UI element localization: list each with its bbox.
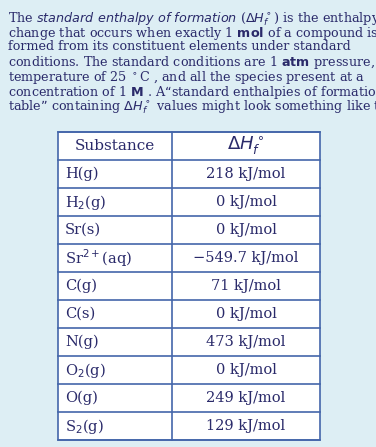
Text: 129 kJ/mol: 129 kJ/mol — [206, 419, 285, 433]
Text: 0 kJ/mol: 0 kJ/mol — [215, 223, 276, 237]
Text: 0 kJ/mol: 0 kJ/mol — [215, 307, 276, 321]
Text: O(g): O(g) — [65, 391, 98, 405]
Text: C(g): C(g) — [65, 279, 97, 293]
Text: Sr(s): Sr(s) — [65, 223, 101, 237]
Text: 249 kJ/mol: 249 kJ/mol — [206, 391, 286, 405]
Text: Sr$^{2+}$(aq): Sr$^{2+}$(aq) — [65, 247, 132, 269]
Text: 473 kJ/mol: 473 kJ/mol — [206, 335, 286, 349]
Text: temperature of 25 $^\circ$C , and all the species present at a: temperature of 25 $^\circ$C , and all th… — [8, 69, 365, 86]
Text: table” containing $\Delta H_f^\circ$ values might look something like this:: table” containing $\Delta H_f^\circ$ val… — [8, 99, 376, 116]
Text: change that occurs when exactly 1 $\bf{mol}$ of a compound is: change that occurs when exactly 1 $\bf{m… — [8, 25, 376, 42]
Text: S$_2$(g): S$_2$(g) — [65, 417, 104, 435]
Text: 218 kJ/mol: 218 kJ/mol — [206, 167, 286, 181]
Text: formed from its constituent elements under standard: formed from its constituent elements und… — [8, 40, 351, 53]
Text: O$_2$(g): O$_2$(g) — [65, 360, 106, 380]
Bar — [58, 132, 320, 440]
Text: concentration of 1 $\bf{M}$ . A“standard enthalpies of formation: concentration of 1 $\bf{M}$ . A“standard… — [8, 84, 376, 101]
Text: $\Delta H_f^\circ$: $\Delta H_f^\circ$ — [227, 135, 265, 157]
Text: conditions. The standard conditions are 1 $\bf{atm}$ pressure, a: conditions. The standard conditions are … — [8, 55, 376, 72]
Text: 0 kJ/mol: 0 kJ/mol — [215, 195, 276, 209]
Text: N(g): N(g) — [65, 335, 99, 349]
Text: Substance: Substance — [75, 139, 155, 153]
Text: C(s): C(s) — [65, 307, 95, 321]
Text: H$_2$(g): H$_2$(g) — [65, 193, 106, 211]
Text: The $\it{standard\ enthalpy\ of\ formation}$ ($\Delta H_f^\circ$) is the enthalp: The $\it{standard\ enthalpy\ of\ formati… — [8, 10, 376, 28]
Text: 71 kJ/mol: 71 kJ/mol — [211, 279, 281, 293]
Text: 0 kJ/mol: 0 kJ/mol — [215, 363, 276, 377]
Text: −549.7 kJ/mol: −549.7 kJ/mol — [193, 251, 299, 265]
Text: H(g): H(g) — [65, 167, 99, 181]
